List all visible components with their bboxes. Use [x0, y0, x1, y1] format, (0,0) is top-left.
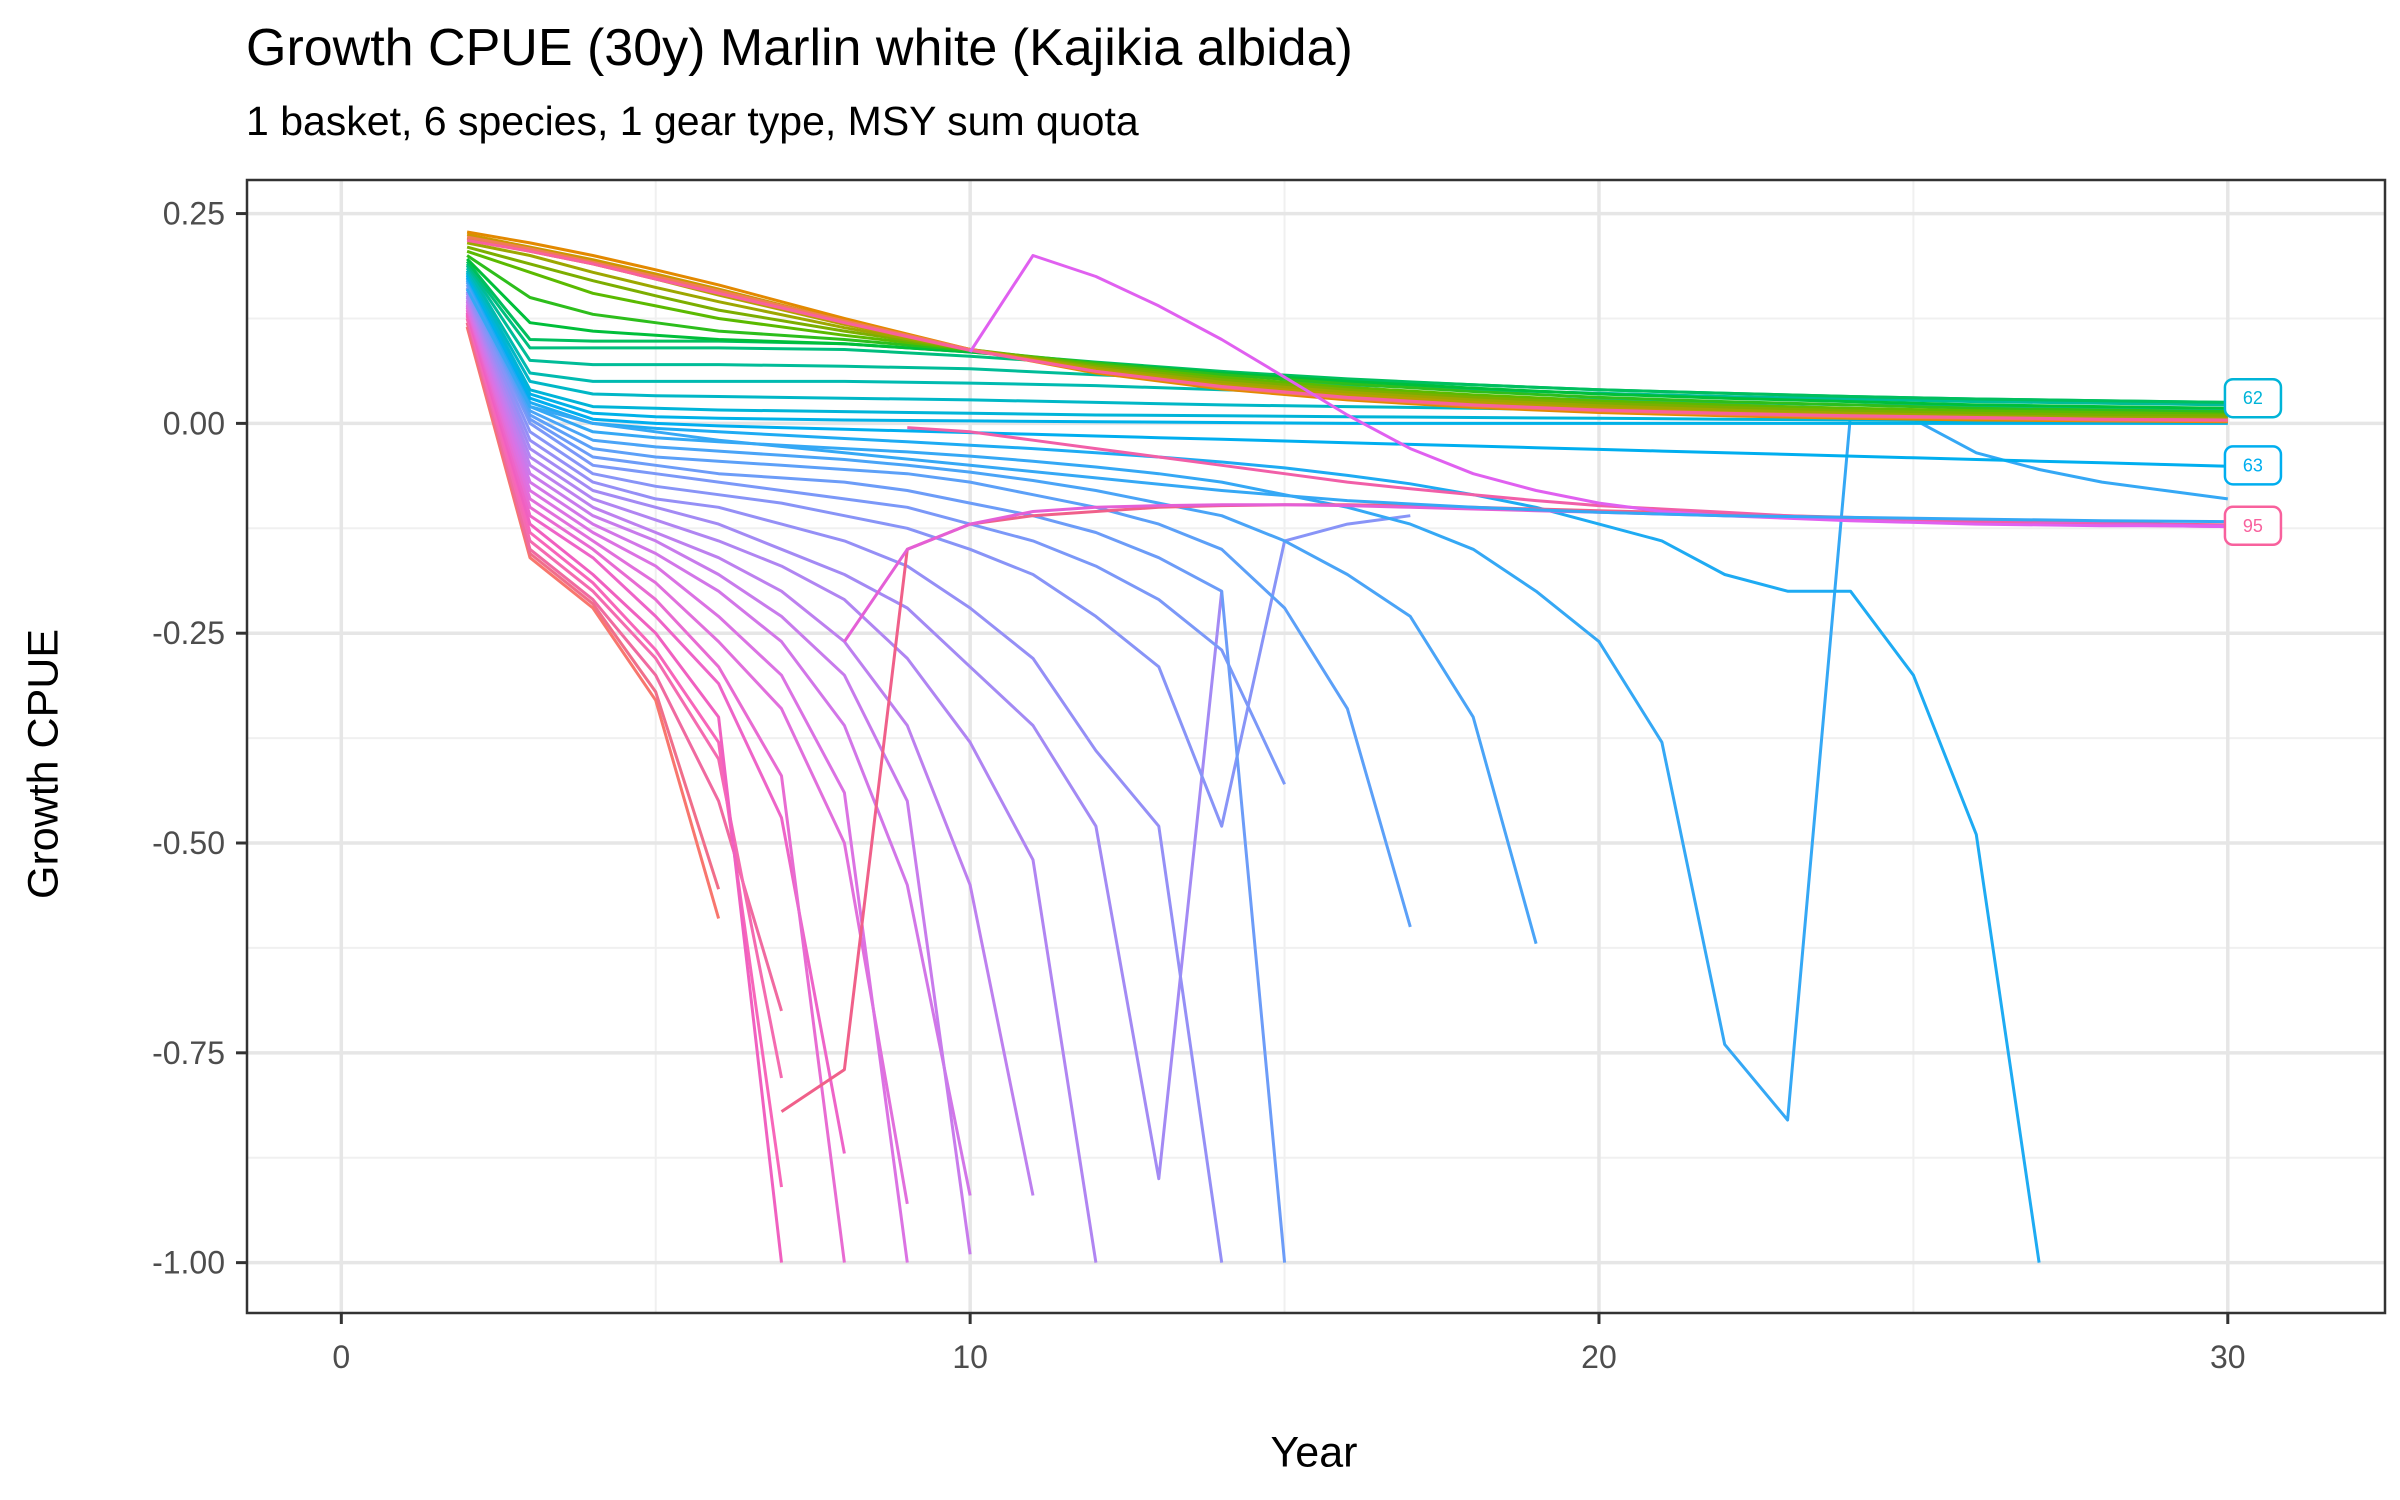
series-line-35 — [466, 245, 2228, 418]
series-line-3 — [465, 318, 783, 1012]
end-label-text: 95 — [2243, 516, 2263, 536]
y-tick-label: 0.00 — [163, 405, 225, 441]
y-tick-label: 0.25 — [163, 196, 225, 232]
x-tick-label: 10 — [952, 1339, 988, 1375]
series-line-19 — [465, 284, 1287, 1263]
chart-title: Growth CPUE (30y) Marlin white (Kajikia … — [246, 19, 1353, 77]
x-tick-label: 30 — [2210, 1339, 2246, 1375]
series-line-10 — [465, 303, 909, 1263]
series-line-9 — [465, 305, 909, 1205]
series-line-20 — [465, 281, 1412, 928]
series-line-34 — [466, 249, 2228, 416]
series-line-41 — [466, 238, 2228, 422]
series-line-21 — [465, 280, 1538, 945]
series-line-12 — [465, 299, 972, 1255]
series-line-39 — [466, 230, 2228, 424]
series-group — [465, 230, 2228, 1263]
y-tick-label: -0.50 — [152, 825, 225, 861]
series-line-6 — [465, 312, 783, 1263]
panel-border — [245, 178, 2387, 1315]
series-line-17 — [465, 288, 1411, 828]
series-line-11 — [465, 301, 972, 1196]
series-line-23 — [465, 276, 2041, 1263]
series-line-25 — [465, 273, 2228, 425]
series-line-18 — [465, 286, 1286, 785]
gridlines — [247, 180, 2385, 1313]
series-line-46 — [465, 288, 2228, 524]
y-tick-label: -0.25 — [152, 615, 225, 651]
series-line-24 — [465, 275, 2228, 468]
series-line-7 — [465, 309, 846, 1154]
end-label-box — [2223, 445, 2283, 486]
series-line-14 — [465, 295, 1098, 1263]
y-tick-label: -1.00 — [152, 1245, 225, 1281]
end-label-box — [2223, 505, 2283, 547]
series-line-16 — [465, 291, 1224, 1263]
series-line-15 — [465, 292, 1224, 1181]
x-axis-label: Year — [1270, 1428, 1358, 1477]
series-line-36 — [466, 241, 2228, 420]
series-line-32 — [466, 257, 2228, 410]
x-tick-label: 0 — [332, 1339, 350, 1375]
y-tick-label: -0.75 — [152, 1035, 225, 1071]
series-line-8 — [465, 307, 846, 1263]
x-tick-label: 20 — [1581, 1339, 1617, 1375]
series-line-45 — [968, 254, 2228, 529]
end-labels: 62 63 95 — [2223, 377, 2283, 547]
end-label-text: 63 — [2243, 455, 2263, 475]
axes: 0 10 20 30 0.25 0.00 -0.25 -0.50 -0.75 -1.00 — [152, 178, 2387, 1375]
end-label-box — [2223, 377, 2283, 419]
end-label-text: 62 — [2243, 388, 2263, 408]
series-line-31 — [465, 260, 2228, 404]
series-line-13 — [465, 296, 1035, 1196]
chart-subtitle: 1 basket, 6 species, 1 gear type, MSY su… — [246, 98, 1139, 144]
series-line-33 — [466, 254, 2228, 414]
